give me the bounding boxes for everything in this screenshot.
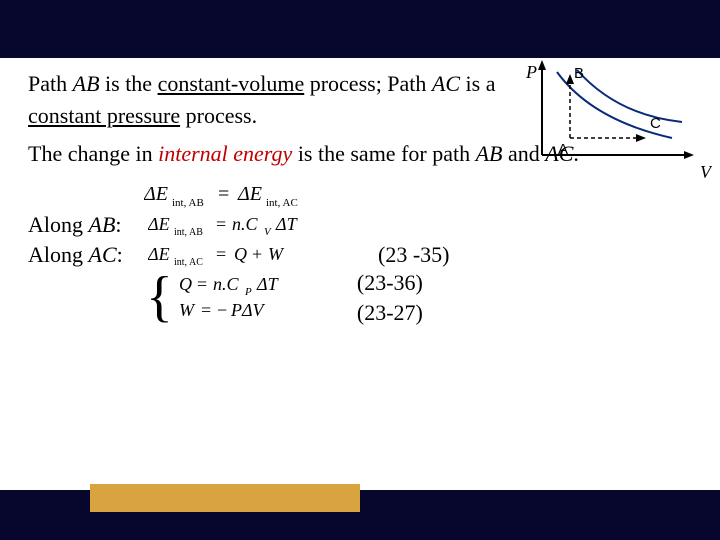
svg-text:int, AB: int, AB (174, 227, 203, 238)
txt: is a (460, 71, 495, 96)
svg-text:=: = (216, 244, 226, 264)
svg-text:Q: Q (234, 244, 247, 264)
svg-text:ΔE: ΔE (237, 183, 262, 205)
svg-text:ΔE: ΔE (148, 214, 170, 234)
svg-text:C: C (650, 115, 661, 132)
svg-text:=: = (218, 183, 229, 205)
eq-ref-2335: (23 -35) (378, 242, 449, 268)
eq-delta-e-equal: ΔE int, AB = ΔE int, AC (144, 180, 700, 208)
constant-volume: constant-volume (158, 71, 305, 96)
path-ab: AB (89, 212, 116, 237)
path-ab: AB (73, 71, 100, 96)
txt: process; Path (304, 71, 432, 96)
brace-equations: Q = n.C P ΔT W = − PΔV (179, 273, 329, 323)
svg-text:int, AC: int, AC (174, 257, 203, 268)
svg-text:int, AB: int, AB (172, 197, 204, 208)
svg-text:PΔV: PΔV (230, 300, 266, 320)
left-brace-icon: { (146, 275, 173, 320)
eq-refs-column: (23-36) (23-27) (357, 270, 423, 326)
svg-text:P: P (244, 286, 252, 297)
txt: Along (28, 212, 89, 237)
bottom-decoration (0, 480, 720, 540)
slide-content: P V A B C Path AB is the constant-volume… (0, 58, 720, 336)
eq-w: W = − PΔV (179, 299, 329, 323)
svg-text:=: = (201, 300, 211, 320)
svg-text:W: W (179, 300, 196, 320)
txt: Path (28, 71, 73, 96)
constant-pressure: constant pressure (28, 103, 180, 128)
svg-text:ΔT: ΔT (256, 274, 280, 294)
txt: Along (28, 242, 89, 267)
svg-text:V: V (264, 226, 272, 238)
txt: process. (180, 103, 257, 128)
txt: The change in (28, 141, 158, 166)
txt: is the same for path (292, 141, 475, 166)
svg-text:W: W (268, 244, 285, 264)
svg-text:n.C: n.C (213, 274, 240, 294)
label-along-ab: Along AB: (28, 212, 148, 238)
path-ac: AC (432, 71, 460, 96)
svg-text:ΔE: ΔE (148, 244, 170, 264)
svg-text:int, AC: int, AC (266, 197, 298, 208)
internal-energy: internal energy (158, 141, 292, 166)
row-along-ac: Along AC: ΔE int, AC = Q + W (23 -35) (28, 242, 700, 268)
label-along-ac: Along AC: (28, 242, 148, 268)
brace-qw: { Q = n.C P ΔT W = − PΔV (23-36) (23- (146, 270, 700, 326)
bottom-gold-bar (90, 484, 360, 512)
paragraph-paths: Path AB is the constant-volume process; … (28, 68, 498, 132)
eq-ab: ΔE int, AB = n.C V ΔT (148, 212, 348, 238)
svg-text:=: = (216, 214, 226, 234)
row-along-ab: Along AB: ΔE int, AB = n.C V ΔT (28, 212, 700, 238)
svg-text:P: P (525, 62, 537, 82)
txt: is the (100, 71, 158, 96)
svg-text:Q: Q (179, 274, 192, 294)
eq-ref-2327: (23-27) (357, 300, 423, 326)
svg-text:V: V (700, 162, 712, 180)
equations-block: ΔE int, AB = ΔE int, AC Along AB: ΔE int… (28, 180, 700, 326)
top-navy-bar (0, 0, 720, 58)
eq-ref-2336: (23-36) (357, 270, 423, 296)
svg-text:−: − (217, 300, 227, 320)
pv-diagram: P V A B C (522, 60, 712, 170)
svg-text:=: = (197, 274, 207, 294)
svg-text:ΔT: ΔT (275, 214, 299, 234)
svg-text:A: A (558, 141, 568, 158)
eq-ac: ΔE int, AC = Q + W (148, 242, 338, 268)
path-ab: AB (476, 141, 503, 166)
svg-text:n.C: n.C (232, 214, 259, 234)
txt: : (115, 212, 121, 237)
txt: : (117, 242, 123, 267)
svg-text:+: + (252, 244, 262, 264)
svg-text:B: B (574, 65, 584, 82)
path-ac: AC (89, 242, 117, 267)
svg-text:ΔE: ΔE (144, 183, 168, 205)
eq-q: Q = n.C P ΔT (179, 273, 329, 297)
